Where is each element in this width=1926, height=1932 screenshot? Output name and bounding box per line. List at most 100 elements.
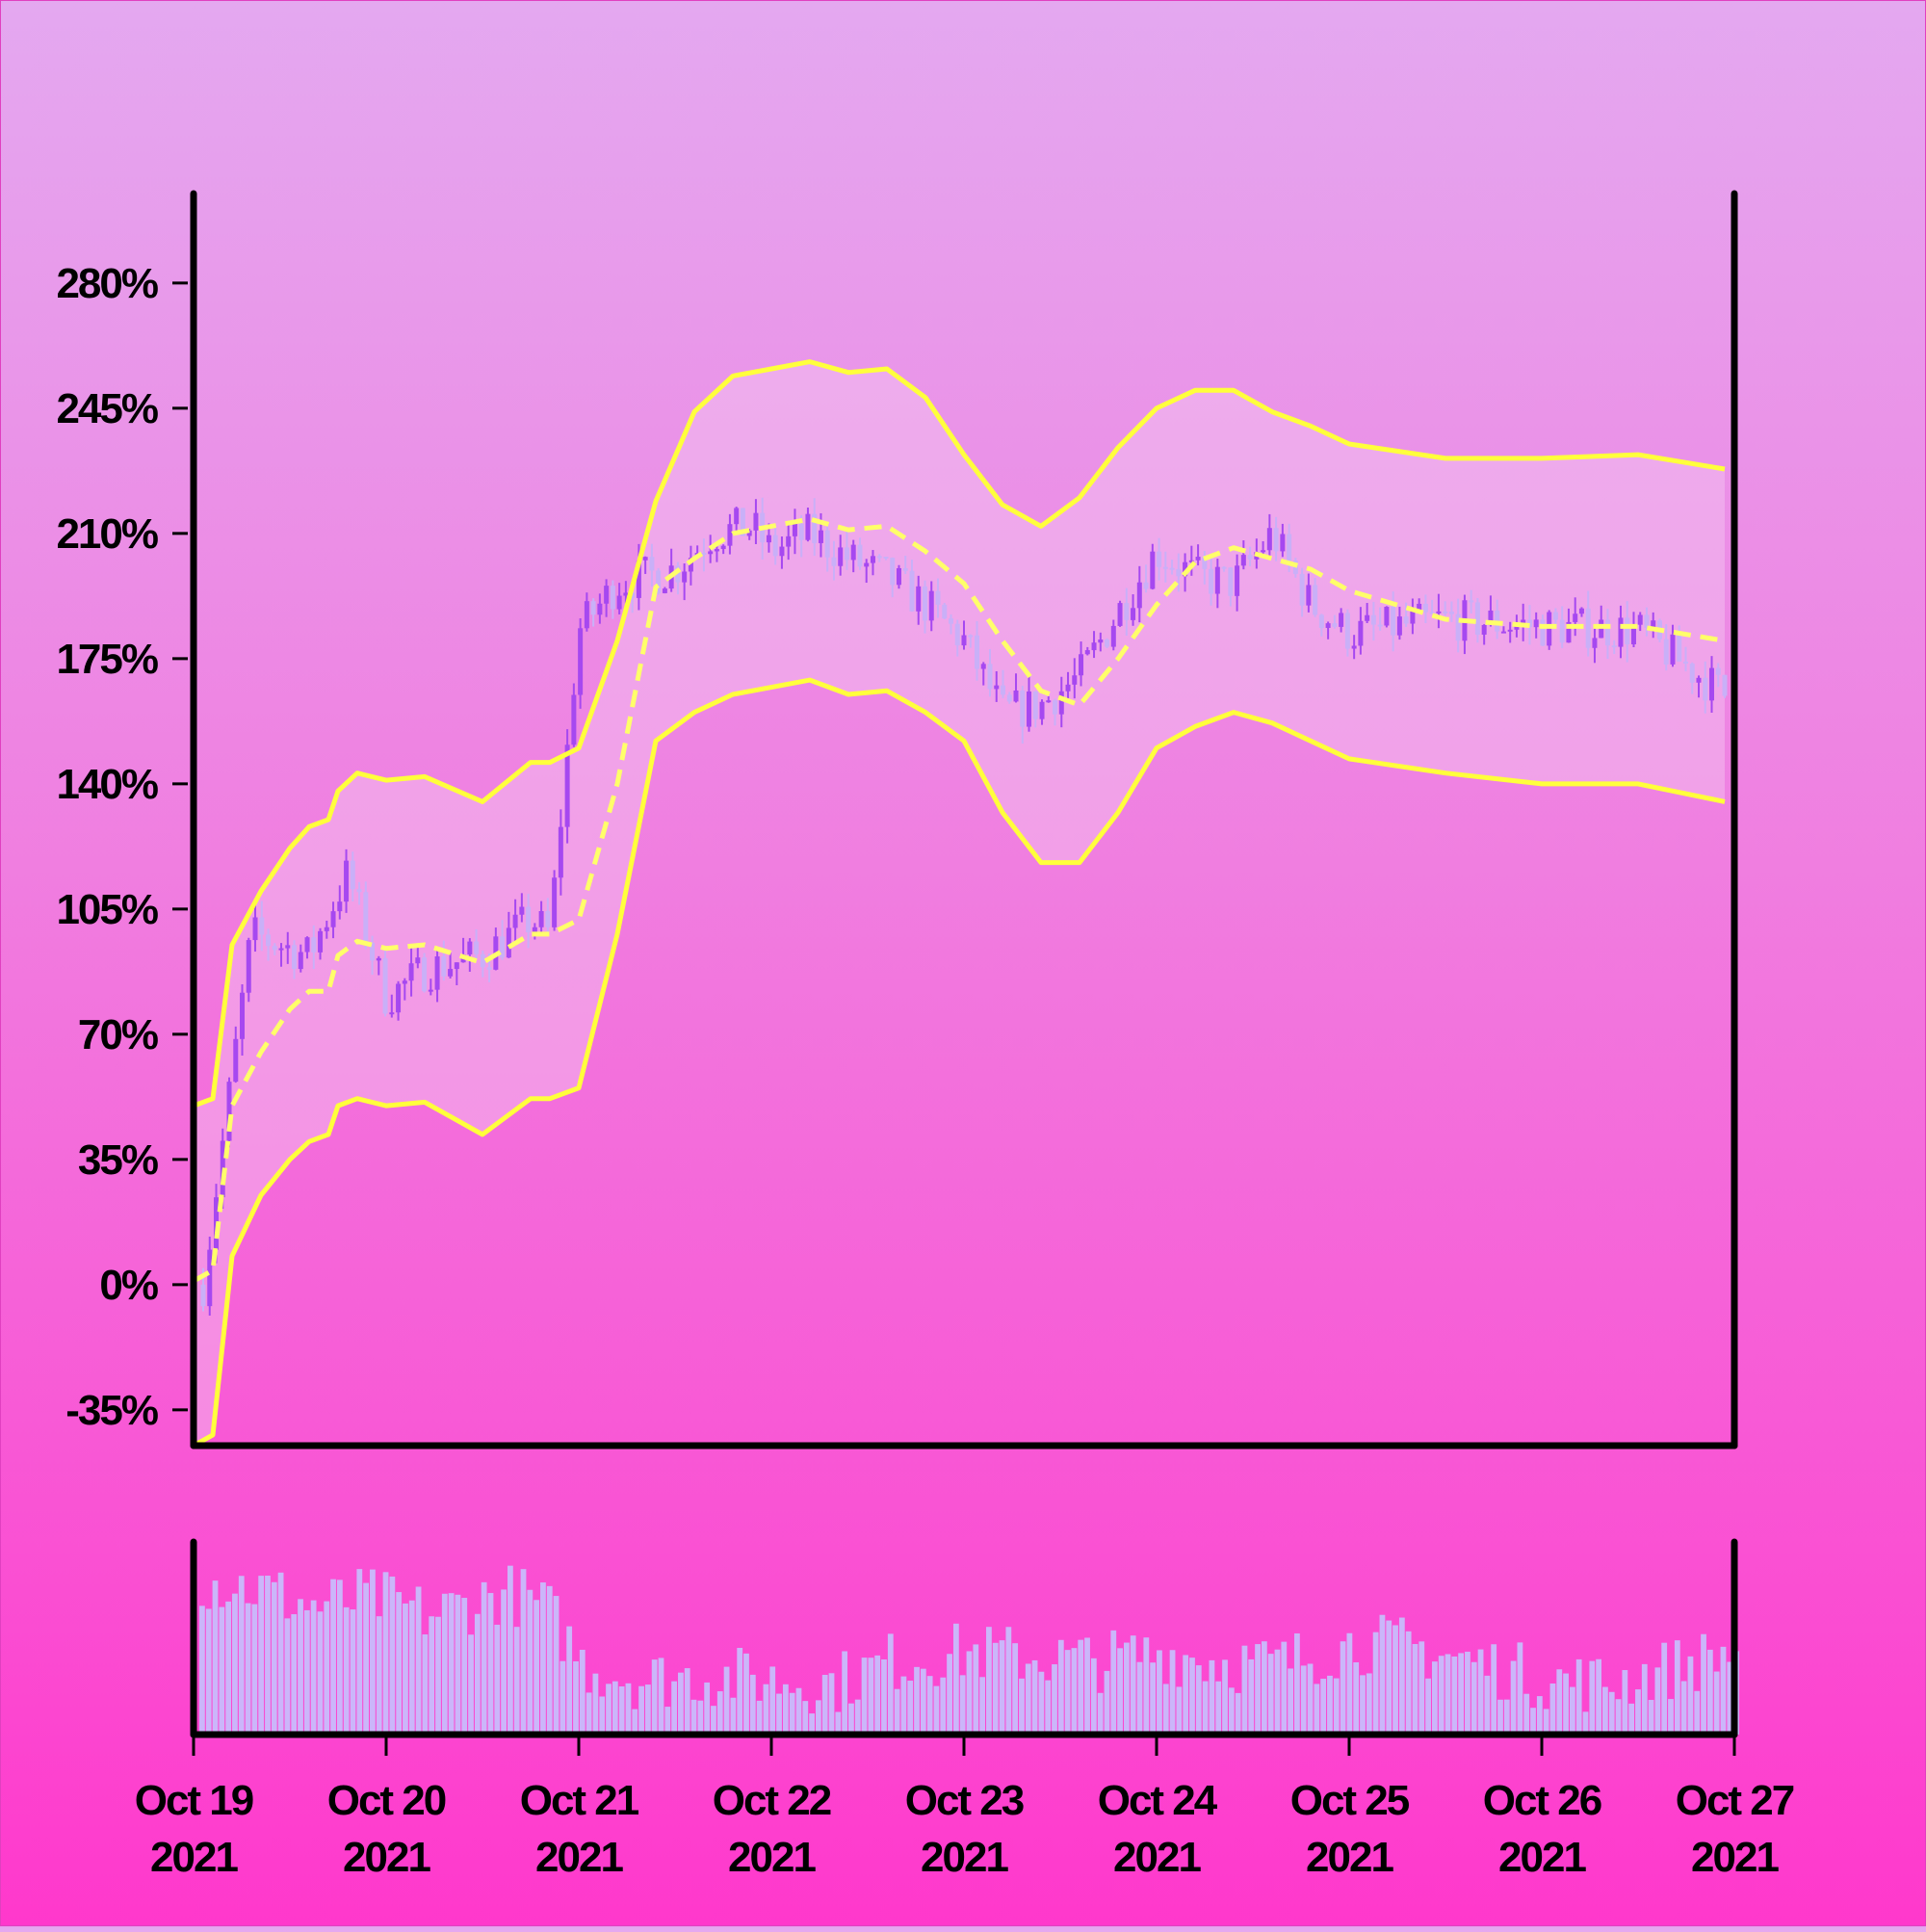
candle-body — [1573, 614, 1578, 622]
volume-bar — [534, 1600, 540, 1735]
volume-bar — [540, 1582, 546, 1735]
candle-body — [1410, 611, 1416, 624]
volume-bar — [1057, 1639, 1064, 1735]
volume-bar — [1360, 1675, 1366, 1735]
candle-body — [740, 508, 745, 536]
volume-bar — [474, 1613, 481, 1735]
volume-bar — [1327, 1675, 1333, 1735]
candle-body — [798, 523, 804, 540]
volume-bar — [940, 1677, 947, 1735]
y-tick-label: 70% — [78, 1011, 158, 1058]
volume-bar — [887, 1633, 894, 1735]
volume-bar — [1300, 1665, 1307, 1735]
x-tick-label-date: Oct 21 — [520, 1777, 639, 1824]
volume-bar — [508, 1565, 513, 1735]
candle-body — [1514, 624, 1520, 630]
volume-bar — [1569, 1686, 1575, 1735]
candle-body — [1235, 565, 1240, 596]
volume-bar — [1694, 1690, 1701, 1735]
candle-body — [714, 549, 719, 552]
volume-bar — [795, 1687, 802, 1735]
x-tick-label-date: Oct 23 — [905, 1777, 1024, 1824]
volume-bar — [704, 1682, 711, 1735]
volume-bar — [1379, 1614, 1386, 1735]
candle-body — [662, 588, 667, 593]
candle-body — [486, 967, 492, 970]
candle-body — [1559, 619, 1565, 643]
y-tick-label: 0% — [99, 1262, 157, 1309]
candle-body — [1637, 614, 1643, 625]
volume-bar — [265, 1575, 271, 1735]
candle-body — [610, 586, 615, 610]
volume-bar — [658, 1658, 664, 1735]
candle-body — [870, 556, 875, 563]
candle-body — [968, 635, 974, 638]
candle-body — [1228, 567, 1234, 596]
candle-body — [1306, 585, 1312, 606]
candle-body — [1547, 612, 1552, 646]
volume-bar — [1025, 1663, 1031, 1735]
candle-body — [1124, 603, 1130, 620]
candle-body — [311, 937, 317, 953]
candle-body — [240, 992, 246, 1039]
candle-body — [1365, 614, 1370, 621]
volume-bar — [1248, 1658, 1255, 1735]
x-tick-label-year: 2021 — [1113, 1834, 1201, 1881]
candle-body — [1001, 685, 1006, 695]
candle-body — [1481, 624, 1487, 635]
volume-bar — [920, 1668, 926, 1735]
volume-bar — [612, 1681, 618, 1735]
volume-bar — [1661, 1642, 1668, 1735]
x-tick-label-date: Oct 22 — [713, 1777, 831, 1824]
volume-bar — [1720, 1646, 1727, 1735]
candle-body — [428, 989, 433, 992]
volume-bar — [310, 1600, 317, 1735]
candle-body — [1436, 611, 1442, 614]
volume-bar — [448, 1593, 455, 1735]
candle-body — [1488, 610, 1494, 625]
candle-body — [857, 544, 863, 567]
candle-body — [1079, 654, 1084, 676]
candle-body — [552, 877, 558, 927]
volume-bar — [403, 1603, 408, 1735]
candle-body — [642, 557, 648, 561]
candle-body — [746, 530, 752, 536]
volume-bar — [1195, 1665, 1202, 1735]
volume-bar — [1340, 1641, 1346, 1735]
volume-bar — [690, 1699, 697, 1735]
candle-body — [1469, 600, 1474, 603]
candle-body — [766, 535, 771, 543]
volume-bar — [1641, 1663, 1648, 1735]
candle-body — [1091, 642, 1097, 651]
volume-bar — [1241, 1645, 1248, 1735]
candle-body — [975, 635, 980, 669]
candle-body — [480, 953, 485, 968]
candle-body — [890, 558, 896, 586]
candle-body — [1618, 617, 1624, 647]
candle-body — [1429, 612, 1435, 614]
volume-bar — [1392, 1625, 1398, 1735]
candle-body — [1422, 603, 1428, 613]
volume-bar — [664, 1707, 671, 1735]
candle-body — [1136, 582, 1142, 609]
volume-bar — [487, 1593, 494, 1735]
volume-bar — [730, 1697, 737, 1735]
candle-body — [526, 906, 532, 933]
volume-bar — [271, 1581, 277, 1735]
volume-bar — [1491, 1644, 1497, 1735]
volume-bar — [1353, 1661, 1360, 1735]
candle-body — [1006, 694, 1012, 702]
volume-bar — [330, 1579, 336, 1735]
volume-bar — [415, 1586, 422, 1735]
volume-bar — [1582, 1711, 1589, 1735]
volume-bar — [1680, 1681, 1687, 1735]
candle-body — [1110, 625, 1116, 647]
candle-body — [1696, 677, 1702, 683]
candle-body — [330, 911, 336, 927]
volume-bar — [723, 1666, 730, 1735]
candle-body — [942, 604, 948, 619]
x-tick-label-year: 2021 — [535, 1834, 623, 1881]
volume-bar — [1438, 1656, 1444, 1735]
candle-body — [1157, 551, 1162, 567]
candle-body — [408, 963, 414, 981]
